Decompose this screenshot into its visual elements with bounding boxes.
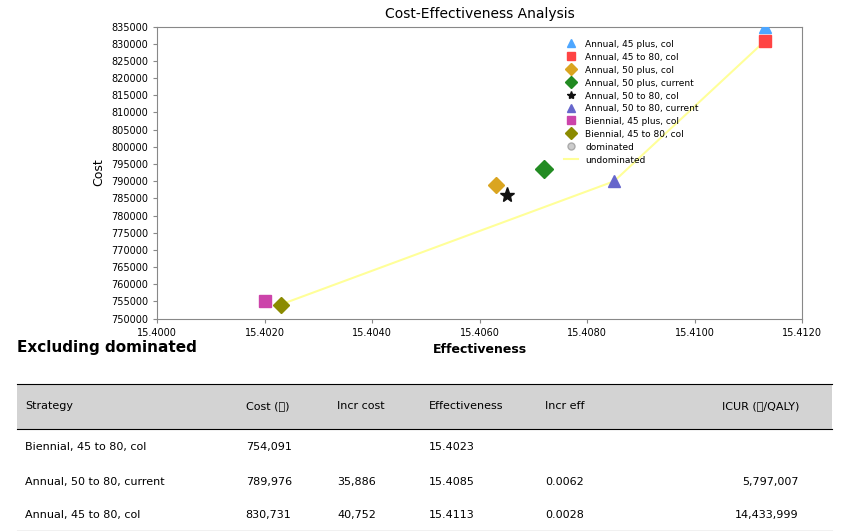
Text: 0.0062: 0.0062 <box>545 477 584 487</box>
Text: Annual, 50 to 80, current: Annual, 50 to 80, current <box>25 477 165 487</box>
Text: Excluding dominated: Excluding dominated <box>17 340 197 355</box>
Text: Annual, 45 to 80, col: Annual, 45 to 80, col <box>25 510 140 520</box>
Text: 40,752: 40,752 <box>337 510 376 520</box>
Y-axis label: Cost: Cost <box>93 159 105 186</box>
Text: 830,731: 830,731 <box>245 510 291 520</box>
Text: 15.4113: 15.4113 <box>429 510 475 520</box>
Text: 789,976: 789,976 <box>245 477 292 487</box>
Text: Incr cost: Incr cost <box>337 401 385 411</box>
Text: 15.4023: 15.4023 <box>429 441 475 451</box>
Text: 5,797,007: 5,797,007 <box>742 477 799 487</box>
Text: 35,886: 35,886 <box>337 477 376 487</box>
Text: Biennial, 45 to 80, col: Biennial, 45 to 80, col <box>25 441 147 451</box>
X-axis label: Effectiveness: Effectiveness <box>433 343 526 356</box>
Text: Cost (원): Cost (원) <box>245 401 290 411</box>
Legend: Annual, 45 plus, col, Annual, 45 to 80, col, Annual, 50 plus, col, Annual, 50 pl: Annual, 45 plus, col, Annual, 45 to 80, … <box>562 37 701 167</box>
Bar <box>17 383 832 429</box>
Text: Incr eff: Incr eff <box>545 401 585 411</box>
Text: Strategy: Strategy <box>25 401 73 411</box>
Text: 15.4085: 15.4085 <box>429 477 475 487</box>
Text: 754,091: 754,091 <box>245 441 291 451</box>
Text: ICUR (원/QALY): ICUR (원/QALY) <box>722 401 799 411</box>
Text: 14,433,999: 14,433,999 <box>735 510 799 520</box>
Text: 0.0028: 0.0028 <box>545 510 584 520</box>
Title: Cost-Effectiveness Analysis: Cost-Effectiveness Analysis <box>385 7 575 21</box>
Text: Effectiveness: Effectiveness <box>429 401 503 411</box>
